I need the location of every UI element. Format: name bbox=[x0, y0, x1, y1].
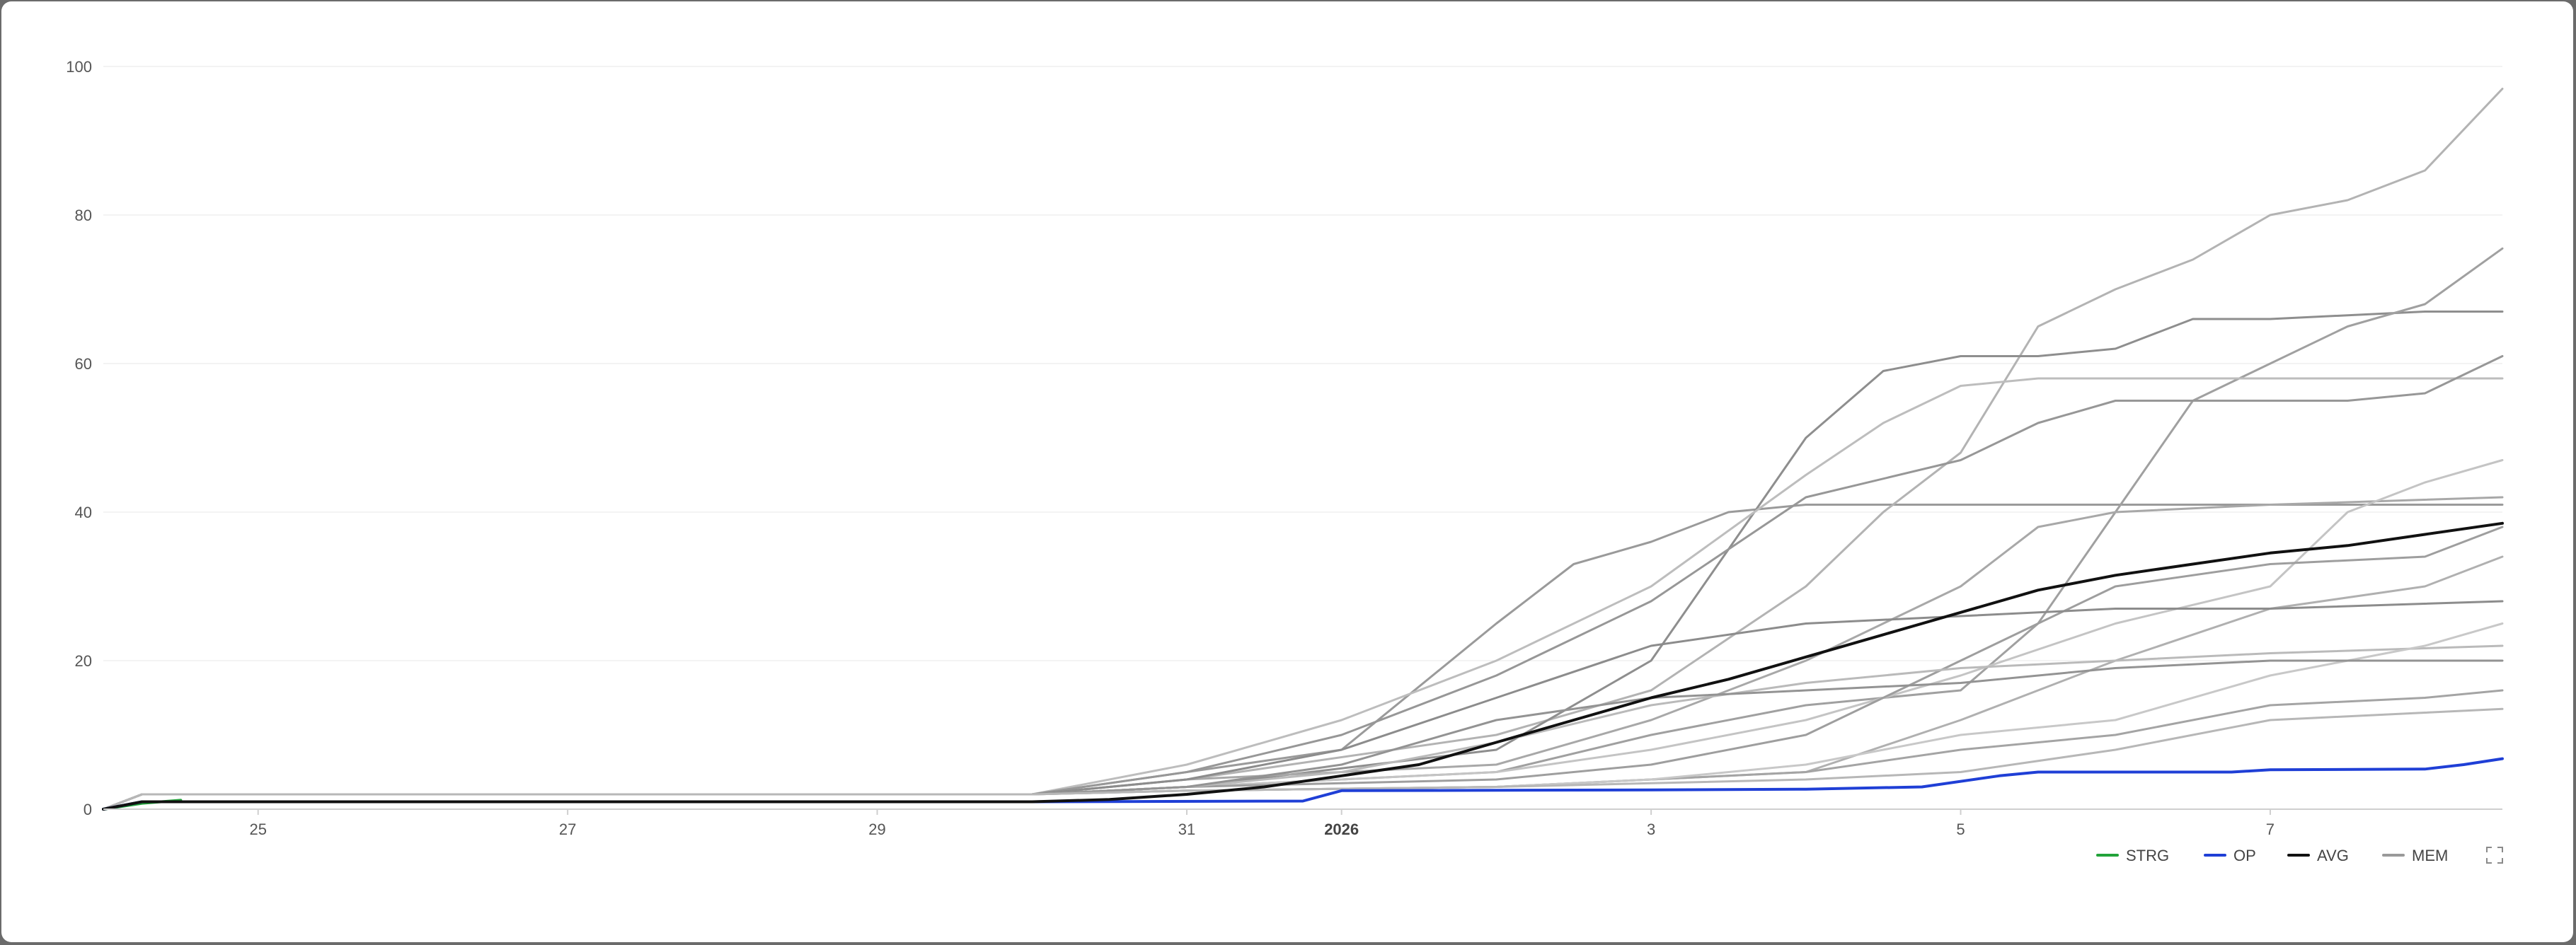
x-tick-label: 29 bbox=[868, 821, 885, 838]
series-line-mem bbox=[102, 311, 2504, 811]
fullscreen-icon-corner bbox=[2486, 847, 2492, 852]
legend: STRG OP AVG MEM bbox=[2096, 847, 2503, 864]
y-tick-label: 60 bbox=[75, 355, 92, 373]
legend-label-avg: AVG bbox=[2317, 847, 2349, 864]
fullscreen-icon[interactable] bbox=[2486, 847, 2503, 864]
y-tick-label: 0 bbox=[84, 801, 92, 818]
fullscreen-icon-corner bbox=[2497, 847, 2503, 852]
series-line-mem bbox=[102, 659, 2504, 811]
series-line-mem bbox=[102, 88, 2504, 811]
x-tick-label: 27 bbox=[559, 821, 576, 838]
series-line-mem bbox=[102, 526, 2504, 811]
x-tick-label: 5 bbox=[1956, 821, 1965, 838]
series-line-mem bbox=[102, 247, 2504, 811]
y-tick-label: 20 bbox=[75, 652, 92, 670]
fullscreen-icon-corner bbox=[2497, 858, 2503, 864]
legend-label-mem: MEM bbox=[2412, 847, 2448, 864]
axes: 0 20 40 60 80 100 25 27 29 31 2026 3 5 7 bbox=[66, 58, 2502, 838]
series-line-mem bbox=[102, 707, 2504, 811]
series-line-mem bbox=[102, 355, 2504, 811]
x-tick-label: 25 bbox=[249, 821, 266, 838]
x-tick-label: 31 bbox=[1178, 821, 1195, 838]
legend-label-op: OP bbox=[2233, 847, 2256, 864]
y-tick-label: 80 bbox=[75, 207, 92, 224]
series-line-mem bbox=[102, 600, 2504, 811]
legend-label-strg: STRG bbox=[2126, 847, 2169, 864]
y-tick-label: 40 bbox=[75, 504, 92, 521]
series-line-mem bbox=[102, 377, 2504, 811]
series-line-mem bbox=[102, 689, 2504, 811]
fullscreen-icon-corner bbox=[2486, 858, 2492, 864]
series-line-avg bbox=[102, 521, 2504, 811]
x-tick-label: 7 bbox=[2266, 821, 2275, 838]
series-lines bbox=[102, 88, 2504, 811]
x-tick-label: 3 bbox=[1647, 821, 1655, 838]
x-tick-label: 2026 bbox=[1324, 821, 1359, 838]
y-tick-label: 100 bbox=[66, 58, 92, 76]
series-line-op bbox=[102, 757, 2504, 811]
